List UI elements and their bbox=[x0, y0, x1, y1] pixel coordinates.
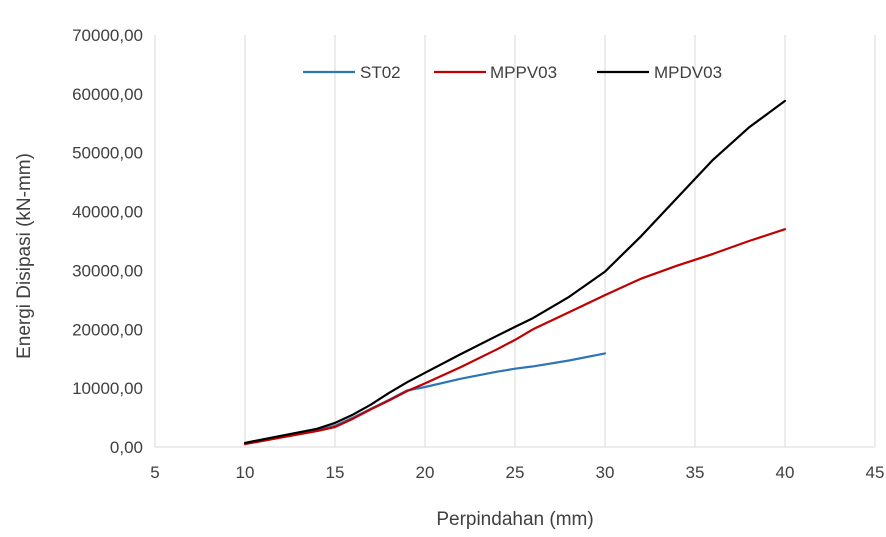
x-tick-label: 40 bbox=[776, 463, 795, 482]
series-line-mppv03 bbox=[243, 228, 787, 446]
grid bbox=[244, 35, 876, 447]
x-tick-label: 30 bbox=[596, 463, 615, 482]
x-tick-label: 15 bbox=[326, 463, 345, 482]
x-tick-label: 10 bbox=[236, 463, 255, 482]
y-tick-labels: 0,00 10000,00 20000,00 30000,00 40000,00 5000… bbox=[72, 26, 143, 457]
y-tick-label: 0,00 bbox=[110, 438, 143, 457]
y-tick-label: 60000,00 bbox=[72, 85, 143, 104]
y-axis-title: Energi Disipasi (kN-mm) bbox=[14, 153, 35, 359]
series-group bbox=[243, 99, 787, 446]
y-tick-label: 10000,00 bbox=[72, 379, 143, 398]
legend-label-mppv03: MPPV03 bbox=[490, 63, 557, 82]
y-tick-label: 40000,00 bbox=[72, 203, 143, 222]
x-tick-label: 35 bbox=[686, 463, 705, 482]
series-line-mpdv03 bbox=[243, 99, 787, 444]
x-tick-label: 45 bbox=[866, 463, 885, 482]
legend: ST02 MPPV03 MPDV03 bbox=[303, 63, 722, 82]
x-axis-title: Perpindahan (mm) bbox=[436, 509, 593, 530]
y-tick-label: 20000,00 bbox=[72, 320, 143, 339]
y-tick-label: 50000,00 bbox=[72, 144, 143, 163]
x-tick-label: 5 bbox=[150, 463, 159, 482]
legend-label-st02: ST02 bbox=[360, 63, 401, 82]
legend-label-mpdv03: MPDV03 bbox=[654, 63, 722, 82]
y-tick-label: 30000,00 bbox=[72, 261, 143, 280]
x-tick-label: 25 bbox=[506, 463, 525, 482]
x-tick-labels: 5 10 15 20 25 30 35 40 45 bbox=[150, 463, 884, 482]
axes bbox=[154, 35, 875, 448]
y-tick-label: 70000,00 bbox=[72, 26, 143, 45]
x-tick-label: 20 bbox=[416, 463, 435, 482]
